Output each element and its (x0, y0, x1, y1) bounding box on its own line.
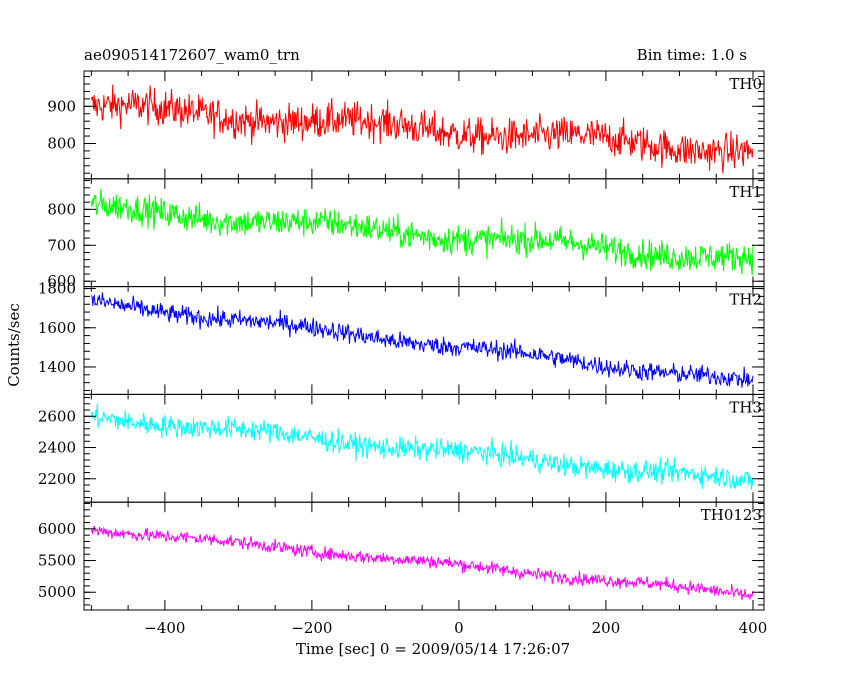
y-tick-label: 2400 (38, 439, 76, 457)
panel-th3: 2200 2400 2600 TH3 (38, 393, 765, 503)
x-tick-label: 400 (739, 619, 768, 637)
panel-th0123: 5000 5500 6000 TH0123 (38, 501, 765, 611)
panel-frame (83, 178, 765, 288)
chart-title: ae090514172607_wam0_trn (84, 46, 300, 64)
panel-th0: 800 900 TH0 (47, 70, 765, 180)
y-tick-label: 800 (47, 134, 76, 152)
bin-time-label: Bin time: 1.0 s (637, 46, 747, 64)
panel-label: TH0123 (701, 506, 762, 524)
y-tick-label: 2600 (38, 407, 76, 425)
y-tick-label: 700 (47, 236, 76, 254)
y-tick-label: 900 (47, 97, 76, 115)
x-axis-label: Time [sec] 0 = 2009/05/14 17:26:07 (296, 640, 570, 658)
y-tick-label: 2200 (38, 470, 76, 488)
x-tick-label: 200 (592, 619, 621, 637)
series-line-th3 (90, 404, 754, 490)
panel-label: TH2 (729, 291, 762, 309)
panel-frame (83, 501, 765, 611)
y-axis-label: Counts/sec (5, 303, 23, 387)
y-tick-label: 5000 (38, 583, 76, 601)
panel-th2: 1400 1600 1800 TH2 (38, 280, 765, 395)
series-line-th0123 (90, 525, 754, 601)
y-tick-label: 1600 (38, 319, 76, 337)
y-tick-label: 1800 (38, 280, 76, 298)
y-tick-label: 6000 (38, 520, 76, 538)
series-line-th2 (90, 292, 754, 388)
y-tick-label: 1400 (38, 358, 76, 376)
panel-frame (83, 286, 765, 395)
panel-th1: 600 700 800 TH1 (47, 178, 765, 290)
panel-label: TH0 (729, 75, 762, 93)
x-tick-label: −400 (144, 619, 185, 637)
y-tick-label: 600 (47, 272, 76, 290)
series-line-th0 (90, 84, 754, 174)
x-tick-label: 0 (454, 619, 464, 637)
series-line-th1 (90, 188, 754, 275)
y-tick-label: 5500 (38, 552, 76, 570)
y-tick-label: 800 (47, 200, 76, 218)
x-tick-label: −200 (291, 619, 332, 637)
panel-label: TH3 (729, 398, 762, 416)
panel-label: TH1 (729, 183, 762, 201)
